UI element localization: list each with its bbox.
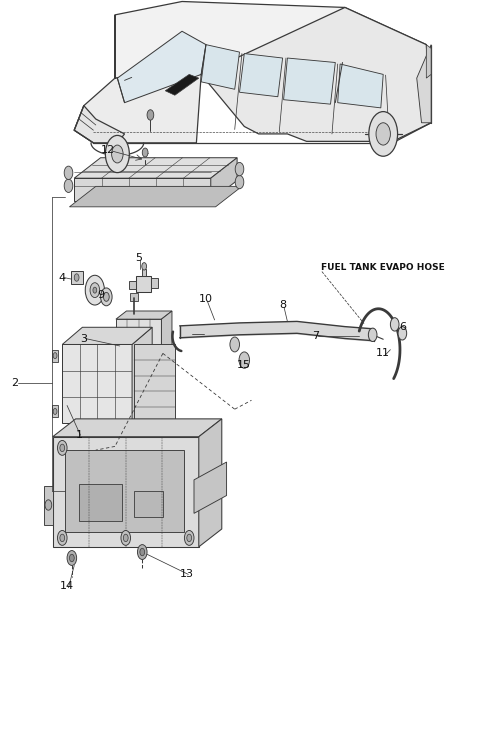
Circle shape: [67, 551, 77, 565]
Circle shape: [368, 328, 377, 341]
Polygon shape: [284, 58, 336, 104]
Polygon shape: [62, 327, 152, 344]
Circle shape: [142, 148, 148, 157]
Polygon shape: [211, 158, 237, 201]
Polygon shape: [201, 45, 240, 89]
Polygon shape: [71, 271, 83, 284]
Polygon shape: [132, 327, 152, 423]
Circle shape: [112, 145, 123, 163]
Text: 8: 8: [279, 300, 286, 310]
Circle shape: [90, 283, 100, 298]
Circle shape: [230, 337, 240, 352]
Circle shape: [137, 545, 147, 559]
Text: 2: 2: [11, 378, 18, 388]
Text: 3: 3: [80, 333, 87, 344]
Text: 13: 13: [180, 569, 194, 580]
Text: 5: 5: [135, 253, 143, 263]
Polygon shape: [117, 31, 206, 103]
Circle shape: [235, 162, 244, 176]
Polygon shape: [70, 187, 242, 207]
Text: FUEL TANK EVAPO HOSE: FUEL TANK EVAPO HOSE: [321, 263, 444, 272]
Polygon shape: [129, 281, 135, 289]
Circle shape: [60, 444, 65, 452]
Circle shape: [64, 179, 73, 193]
Polygon shape: [44, 487, 53, 525]
Polygon shape: [62, 344, 132, 423]
Polygon shape: [194, 462, 227, 513]
Circle shape: [239, 352, 250, 368]
Circle shape: [70, 554, 74, 562]
Circle shape: [106, 135, 129, 173]
Polygon shape: [116, 319, 161, 355]
Circle shape: [390, 318, 399, 331]
Polygon shape: [134, 491, 163, 517]
Polygon shape: [115, 1, 426, 78]
Polygon shape: [74, 15, 201, 143]
Polygon shape: [161, 311, 172, 355]
FancyBboxPatch shape: [130, 73, 139, 80]
Polygon shape: [134, 344, 175, 423]
Polygon shape: [151, 278, 158, 288]
Circle shape: [45, 500, 52, 510]
Polygon shape: [53, 419, 222, 437]
Text: 15: 15: [237, 359, 252, 370]
Polygon shape: [165, 74, 199, 95]
Circle shape: [369, 112, 397, 156]
Polygon shape: [65, 450, 184, 532]
Circle shape: [376, 123, 390, 145]
Circle shape: [58, 530, 67, 545]
Polygon shape: [201, 7, 431, 141]
Text: 12: 12: [101, 145, 115, 155]
Text: 14: 14: [60, 581, 74, 591]
Circle shape: [104, 292, 109, 301]
Polygon shape: [53, 437, 199, 547]
Text: 11: 11: [376, 348, 390, 359]
Polygon shape: [74, 106, 124, 143]
Circle shape: [58, 440, 67, 455]
Polygon shape: [74, 178, 211, 201]
Polygon shape: [79, 484, 122, 521]
Text: 10: 10: [199, 294, 213, 304]
Polygon shape: [338, 64, 383, 108]
Circle shape: [235, 176, 244, 189]
Circle shape: [53, 353, 57, 359]
Text: 6: 6: [399, 322, 406, 333]
Polygon shape: [426, 45, 431, 78]
Polygon shape: [417, 45, 431, 123]
Text: 1: 1: [75, 430, 83, 440]
FancyBboxPatch shape: [130, 293, 138, 301]
Polygon shape: [240, 54, 283, 97]
Circle shape: [101, 288, 112, 306]
Circle shape: [187, 534, 192, 542]
Polygon shape: [135, 276, 151, 292]
Polygon shape: [74, 158, 237, 178]
Circle shape: [123, 534, 128, 542]
Circle shape: [142, 263, 146, 270]
Circle shape: [93, 287, 97, 293]
Polygon shape: [52, 405, 59, 417]
Circle shape: [121, 530, 131, 545]
Circle shape: [60, 534, 65, 542]
Circle shape: [398, 327, 407, 340]
Circle shape: [64, 166, 73, 179]
Polygon shape: [52, 350, 59, 362]
Text: 4: 4: [59, 272, 66, 283]
Circle shape: [85, 275, 105, 305]
Circle shape: [184, 530, 194, 545]
Circle shape: [53, 408, 57, 414]
Polygon shape: [116, 311, 172, 319]
Circle shape: [140, 548, 144, 556]
Polygon shape: [142, 269, 146, 276]
Circle shape: [74, 274, 79, 281]
Text: 9: 9: [97, 290, 104, 301]
Text: 7: 7: [312, 331, 320, 341]
Polygon shape: [199, 419, 222, 547]
Circle shape: [147, 110, 154, 120]
